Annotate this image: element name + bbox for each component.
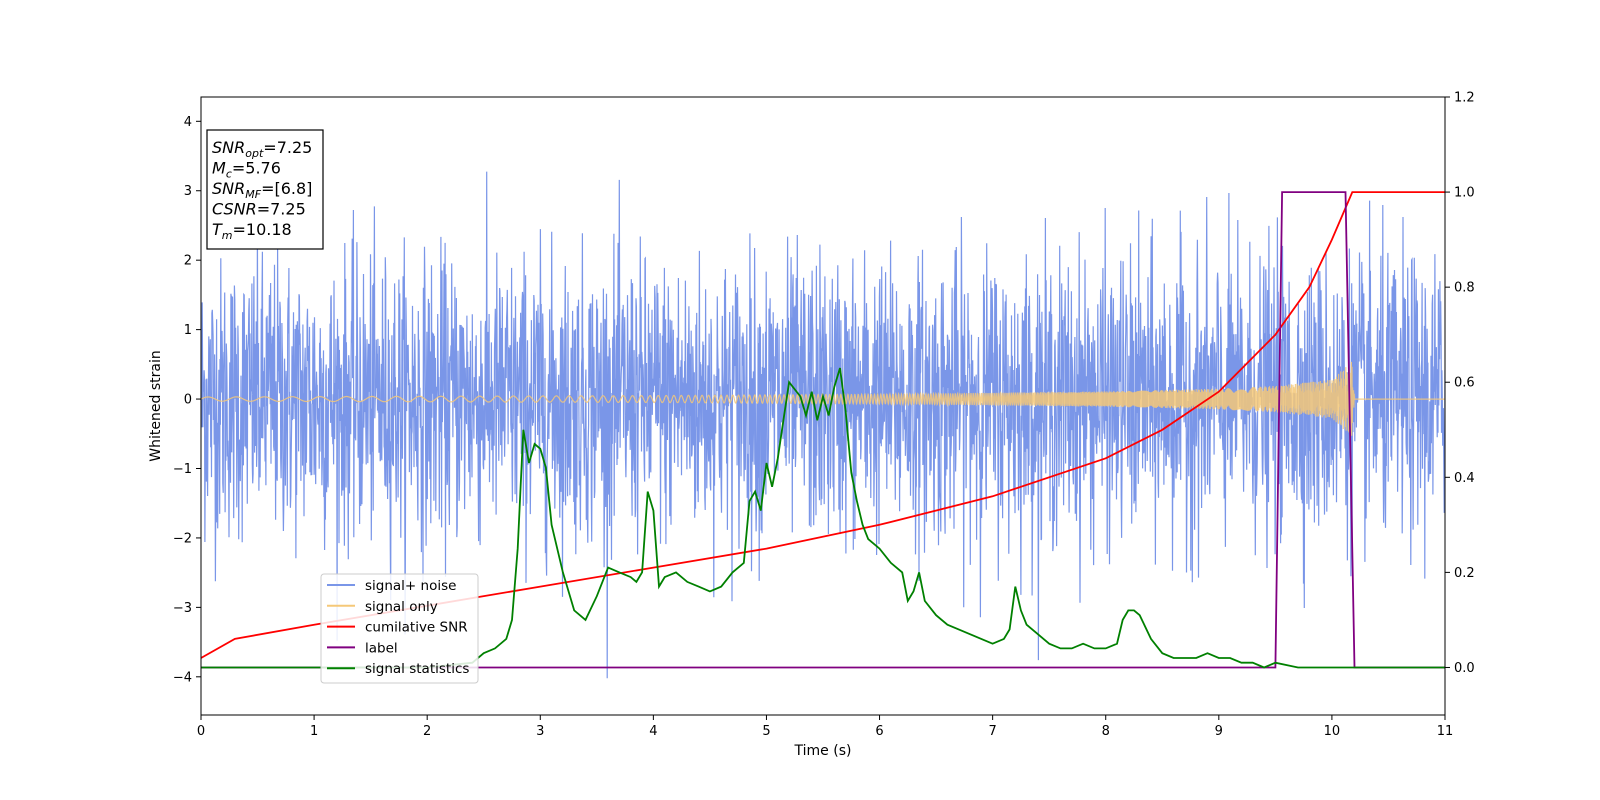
x-tick-label: 9 (1215, 724, 1223, 739)
x-tick-label: 1 (310, 724, 318, 739)
legend-label: signal only (365, 599, 438, 615)
legend-label: signal+ noise (365, 578, 456, 594)
x-tick-label: 2 (423, 724, 431, 739)
x-tick-label: 10 (1324, 724, 1341, 739)
y-tick-left-label: 1 (184, 323, 192, 338)
legend: signal+ noise signal only cumilative SNR la… (320, 573, 479, 684)
y-tick-left-label: −2 (173, 531, 192, 546)
y-tick-right-label: 0.8 (1454, 281, 1475, 296)
series-signal-statistics (201, 367, 1445, 669)
info-box: SNRopt=7.25Mc=5.76SNRMF=[6.8]CSNR=7.25Tm… (206, 129, 324, 250)
y-tick-right-label: 0.4 (1454, 471, 1475, 486)
x-tick-label: 5 (762, 724, 770, 739)
y-tick-left-label: 3 (184, 184, 192, 199)
info-box-frame (206, 129, 324, 250)
y-tick-right-label: 0.0 (1454, 661, 1475, 676)
y-tick-left-label: 2 (184, 254, 192, 269)
x-tick-label: 8 (1102, 724, 1110, 739)
legend-label: signal statistics (365, 661, 469, 677)
y-tick-left-label: −1 (173, 462, 192, 477)
x-tick-label: 4 (649, 724, 657, 739)
x-axis-label: Time (s) (794, 743, 852, 759)
y-axis-label: Whitened strain (148, 350, 164, 461)
plot-frame (200, 96, 1446, 716)
info-box-line: CSNR=7.25 (212, 200, 306, 219)
series-signal-noise (201, 171, 1445, 679)
y-tick-left-label: −3 (173, 601, 192, 616)
info-box-line: Mc=5.76 (212, 159, 281, 181)
legend-frame (320, 573, 479, 684)
y-tick-left-label: −4 (173, 670, 192, 685)
y-tick-right-label: 0.2 (1454, 566, 1475, 581)
x-tick-label: 11 (1437, 724, 1454, 739)
info-box-line: SNRopt=7.25 (212, 138, 312, 160)
y-tick-left-label: 0 (184, 393, 192, 408)
y-tick-left-label: 4 (184, 115, 192, 130)
x-tick-label: 6 (875, 724, 883, 739)
info-box-line: Tm=10.18 (212, 220, 292, 242)
x-tick-label: 7 (988, 724, 996, 739)
info-box-line: SNRMF=[6.8] (212, 179, 312, 201)
y-tick-right-label: 1.2 (1454, 91, 1475, 106)
x-tick-label: 3 (536, 724, 544, 739)
y-tick-right-label: 1.0 (1454, 186, 1475, 201)
x-tick-label: 0 (197, 724, 205, 739)
legend-label: label (365, 640, 398, 656)
legend-label: cumilative SNR (365, 620, 468, 636)
y-tick-right-label: 0.6 (1454, 376, 1475, 391)
